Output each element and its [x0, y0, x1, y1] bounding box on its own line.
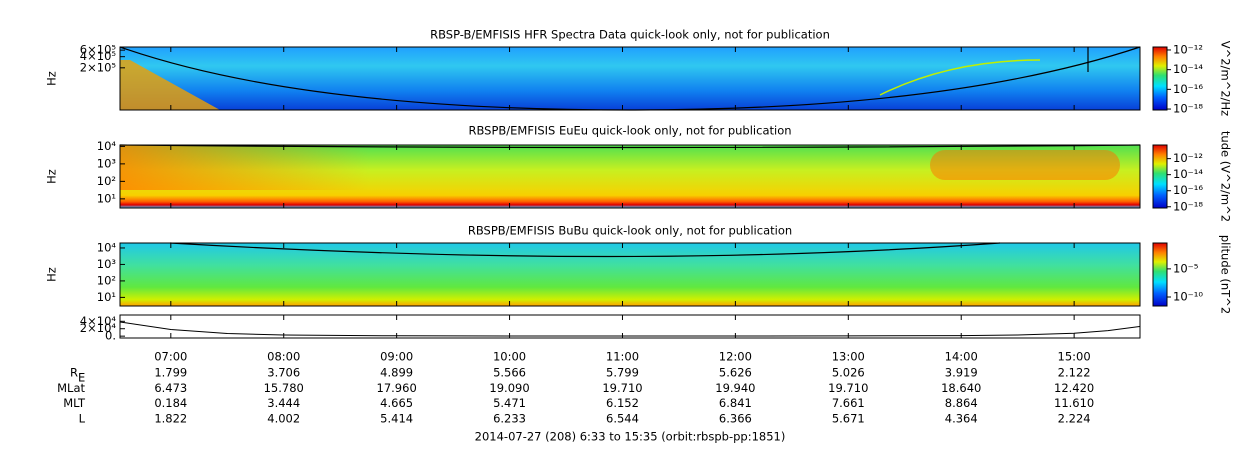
panel-title: RBSP-B/EMFISIS HFR Spectra Data quick-lo…	[430, 28, 830, 42]
colorbar-tick-label: 10⁻¹²	[1173, 42, 1203, 56]
ephemeris-value: 5.799	[606, 366, 639, 380]
ephemeris-value: 19.710	[602, 381, 642, 395]
ephemeris-value: 5.471	[493, 396, 526, 410]
spectrogram-imagery	[119, 46, 1168, 339]
ephemeris-value: 5.566	[493, 366, 526, 380]
colorbar-tick-label: 10⁻¹²	[1173, 151, 1203, 165]
ephemeris-value: 6.544	[606, 411, 639, 425]
ephemeris-value: 4.364	[945, 411, 978, 425]
ephemeris-value: 2.224	[1058, 411, 1091, 425]
ephemeris-value: 5.026	[832, 366, 865, 380]
x-tick-label: 12:00	[719, 350, 752, 364]
x-tick-label: 14:00	[945, 350, 978, 364]
colorbar-tick-label: 10⁻¹⁶	[1173, 183, 1203, 197]
x-tick-label: 13:00	[832, 350, 865, 364]
ephemeris-value: 2.122	[1058, 366, 1091, 380]
colorbar-tick-label: 10⁻¹⁸	[1173, 199, 1203, 213]
y-axis-label: Hz	[45, 169, 59, 184]
y-tick-label: 4×10⁴	[80, 314, 117, 328]
ephemeris-label: L	[79, 411, 86, 425]
ephemeris-value: 4.002	[267, 411, 300, 425]
colorbar-tick-label: 10⁻⁵	[1173, 261, 1199, 275]
x-tick-label: 11:00	[606, 350, 639, 364]
ephemeris-value: 15.780	[264, 381, 304, 395]
y-tick-label: 10¹	[97, 191, 116, 205]
y-tick-label: 10³	[97, 257, 117, 271]
ephemeris-value: 3.444	[267, 396, 300, 410]
colorbar-tick-label: 10⁻¹⁸	[1173, 102, 1203, 116]
ephemeris-value: 5.414	[380, 411, 413, 425]
ephemeris-label: MLat	[57, 381, 85, 395]
x-tick-label: 15:00	[1058, 350, 1091, 364]
ephemeris-value: 6.473	[154, 381, 187, 395]
ephemeris-value: 18.640	[941, 381, 981, 395]
colorbar-label: V^2/m^2/Hz	[1219, 41, 1233, 116]
ephemeris-value: 1.799	[154, 366, 187, 380]
y-tick-label: 10⁴	[97, 139, 117, 153]
ephemeris-label: R	[70, 366, 78, 380]
y-tick-label: 10¹	[97, 290, 116, 304]
ephemeris-value: 5.626	[719, 366, 752, 380]
line	[119, 321, 1140, 337]
ephemeris-value: 6.233	[493, 411, 526, 425]
ephemeris-value: 17.960	[377, 381, 417, 395]
ephemeris-value: 19.710	[828, 381, 868, 395]
y-tick-label: 2×10⁴	[80, 321, 117, 335]
ephemeris-value: 4.899	[380, 366, 413, 380]
ephemeris-value: 0.184	[154, 396, 187, 410]
ephemeris-value: 19.090	[489, 381, 529, 395]
y-tick-label: 4×10⁵	[80, 49, 117, 63]
y-axis-label: Hz	[45, 267, 59, 282]
ephemeris-value: 1.822	[154, 411, 187, 425]
y-tick-label: 10²	[97, 273, 116, 287]
x-tick-label: 07:00	[154, 350, 187, 364]
colorbar-tick-label: 10⁻¹⁴	[1173, 62, 1203, 76]
x-tick-label: 09:00	[380, 350, 413, 364]
y-tick-label: 10³	[97, 156, 117, 170]
ephemeris-value: 6.366	[719, 411, 752, 425]
y-tick-label: 10⁴	[97, 240, 117, 254]
ephemeris-value: 12.420	[1054, 381, 1094, 395]
ephemeris-value: 6.152	[606, 396, 639, 410]
x-tick-label: 08:00	[267, 350, 300, 364]
ephemeris-subscript: E	[78, 371, 85, 385]
y-tick-label: 6×10⁵	[80, 43, 117, 57]
colorbar-label: tude (V^2/m^2	[1219, 131, 1233, 222]
ephemeris-value: 7.661	[832, 396, 865, 410]
colorbar-tick-label: 10⁻¹⁴	[1173, 167, 1203, 181]
footer: 2014-07-27 (208) 6:33 to 15:35 (orbit:rb…	[475, 430, 786, 444]
ephemeris-value: 3.919	[945, 366, 978, 380]
ephemeris-value: 5.671	[832, 411, 865, 425]
y-tick-label: 10²	[97, 174, 116, 188]
ephemeris-value: 19.940	[715, 381, 755, 395]
ephemeris-value: 6.841	[719, 396, 752, 410]
y-tick-label: 0.	[105, 329, 116, 343]
y-tick-label: 2×10⁵	[80, 60, 117, 74]
ephemeris-value: 4.665	[380, 396, 413, 410]
panel-title: RBSPB/EMFISIS BuBu quick-look only, not …	[468, 224, 792, 238]
colorbar-label: plitude (nT^2	[1219, 235, 1233, 314]
x-tick-label: 10:00	[493, 350, 526, 364]
panel-title: RBSPB/EMFISIS EuEu quick-look only, not …	[468, 124, 791, 138]
ephemeris-value: 8.864	[945, 396, 978, 410]
ephemeris-label: MLT	[63, 396, 86, 410]
ephemeris-value: 3.706	[267, 366, 300, 380]
ephemeris-value: 11.610	[1054, 396, 1094, 410]
colorbar-tick-label: 10⁻¹⁰	[1173, 289, 1203, 303]
y-axis-label: Hz	[45, 71, 59, 86]
colorbar-tick-label: 10⁻¹⁶	[1173, 82, 1203, 96]
